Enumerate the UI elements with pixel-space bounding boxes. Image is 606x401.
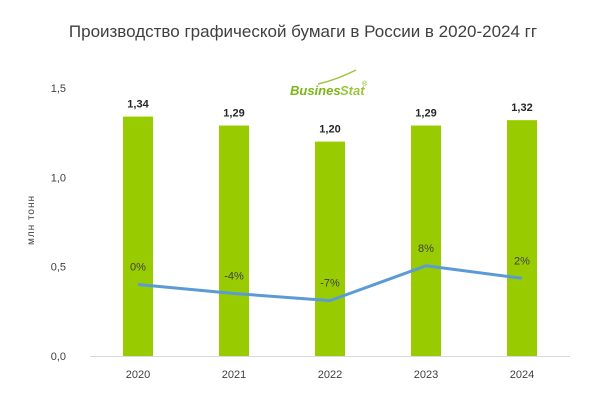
growth-percent-label: 0% [130,262,146,274]
y-tick-label: 0,0 [51,351,66,363]
bar-value-label: 1,32 [511,102,532,114]
x-tick-label: 2023 [414,369,438,381]
x-tick-label: 2021 [222,369,246,381]
bar-value-label: 1,29 [223,108,244,120]
bar [123,116,153,356]
bar [411,125,441,357]
bar [507,120,537,356]
y-tick-label: 1,0 [51,172,66,184]
logo-registered-mark: ® [362,80,368,88]
bar-value-label: 1,34 [127,99,149,111]
growth-line [137,264,523,303]
x-tick-label: 2020 [126,369,150,381]
logo-swoosh-icon [317,69,357,85]
growth-percent-label: -7% [320,278,340,290]
x-axis: 2020 2021 2022 2023 2024 [126,369,534,381]
logo-text-part2: Stat [340,83,365,98]
bar [219,125,249,357]
growth-percent-label: 8% [418,243,434,255]
y-axis-label: млн тонн [26,195,37,245]
x-tick-label: 2022 [318,369,342,381]
y-tick-label: 0,5 [51,262,66,274]
growth-percent-label: 2% [514,255,530,267]
bar-value-label: 1,29 [415,108,436,120]
growth-line-series: 0% -4% -7% 8% 2% [130,243,530,303]
x-tick-label: 2024 [510,369,534,381]
bar [315,141,345,356]
y-axis: 0,0 0,5 1,0 1,5 [51,83,66,363]
chart-title: Производство графической бумаги в России… [68,22,538,41]
businessstat-logo: Busines Stat ® [290,69,368,98]
growth-percent-label: -4% [224,270,244,282]
logo-text-part1: Busines [290,83,341,98]
bar-series: 1,34 1,29 1,20 1,29 1,32 [123,99,537,357]
bar-value-label: 1,20 [319,124,340,136]
y-tick-label: 1,5 [51,83,66,95]
